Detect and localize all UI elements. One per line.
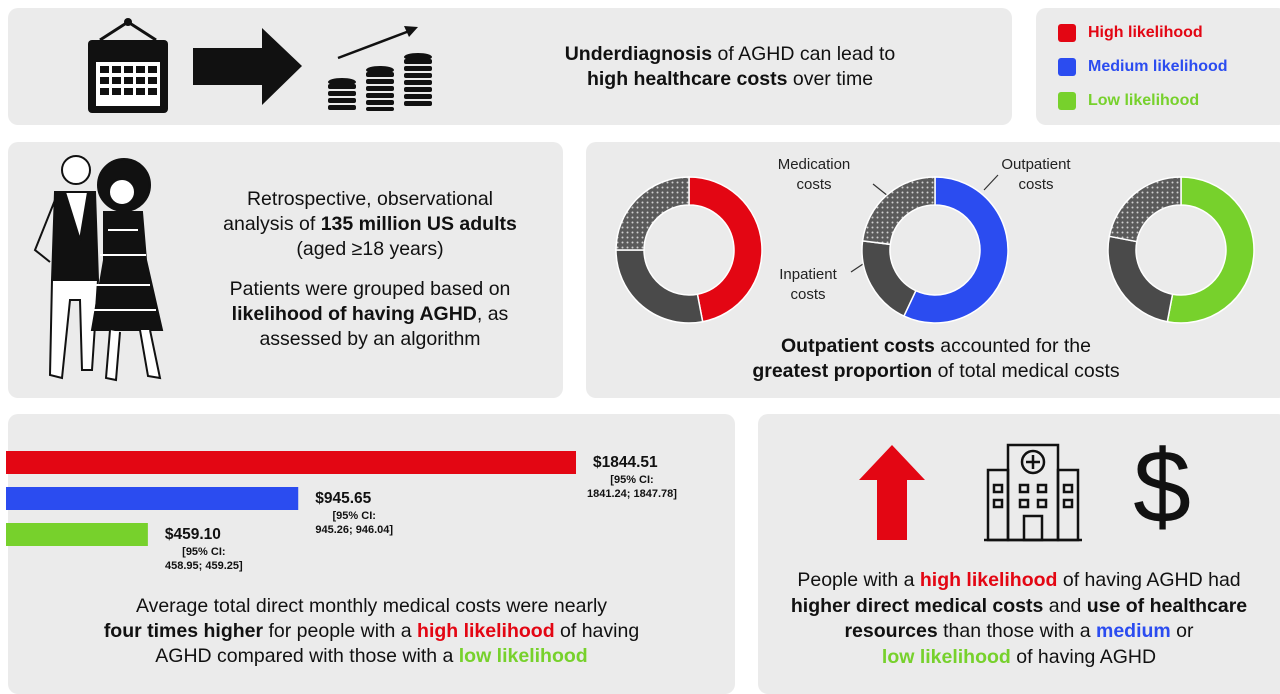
text-line: greatest proportion of total medical cos…: [586, 359, 1280, 384]
legend-label: Medium likelihood: [1088, 57, 1228, 77]
text-segment: over time: [787, 68, 873, 90]
donut-category-label: Inpatient costs: [762, 265, 854, 305]
text-segment: AGHD compared with those with a: [155, 645, 458, 667]
text-line: higher direct medical costs and use of h…: [758, 594, 1280, 620]
donut-segment: [616, 177, 689, 250]
donut-category-label: Medication costs: [768, 155, 860, 195]
bar-ci-heading: [95% CI:: [299, 509, 409, 523]
legend-label: High likelihood: [1088, 23, 1203, 43]
text-segment: People with a: [797, 569, 920, 591]
text-line: Underdiagnosis of AGHD can lead to: [480, 42, 980, 67]
text-segment: Outpatient costs: [781, 335, 935, 357]
text-line: People with a high likelihood of having …: [758, 568, 1280, 594]
bar-ci-range: 1841.24; 1847.78]: [577, 487, 687, 501]
text-line: likelihood of having AGHD, as: [180, 302, 560, 327]
legend-label: Low likelihood: [1088, 91, 1199, 111]
text-line: low likelihood of having AGHD: [758, 645, 1280, 671]
bar-value-label: $459.10: [165, 526, 221, 544]
page: AGHD infographic { "headline": [ [{"text…: [0, 0, 1280, 686]
text-segment: higher direct medical costs: [791, 595, 1044, 617]
legend-swatch: [1058, 24, 1076, 42]
text-line: four times higher for people with a high…: [8, 619, 735, 644]
conclusion-text: People with a high likelihood of having …: [758, 568, 1280, 670]
text-segment: low likelihood: [882, 646, 1011, 668]
donut-segment: [616, 250, 703, 323]
text-segment: , as: [477, 303, 508, 325]
text-segment: likelihood of having AGHD: [232, 303, 477, 325]
bar-value-label: $945.65: [315, 490, 371, 508]
text-line: Retrospective, observational: [180, 187, 560, 212]
text-segment: medium: [1096, 620, 1171, 642]
donut-segment: [1108, 236, 1173, 321]
bar-caption: Average total direct monthly medical cos…: [8, 594, 735, 669]
up-arrow-icon: [859, 445, 925, 540]
text-segment: (aged ≥18 years): [296, 238, 443, 260]
arrow-icon: [193, 28, 302, 105]
text-segment: of total medical costs: [932, 360, 1120, 382]
text-segment: Patients were grouped based on: [230, 278, 511, 300]
text-segment: accounted for the: [935, 335, 1091, 357]
donut-segment: [862, 241, 916, 316]
donut-segment: [689, 177, 762, 322]
text-segment: or: [1171, 620, 1194, 642]
calendar-icon: [88, 18, 168, 113]
text-segment: high likelihood: [920, 569, 1058, 591]
text-line: (aged ≥18 years): [180, 237, 560, 262]
text-segment: of having: [555, 620, 640, 642]
text-line: assessed by an algorithm: [180, 327, 560, 352]
text-segment: of having AGHD had: [1057, 569, 1240, 591]
text-line: high healthcare costs over time: [480, 67, 980, 92]
text-segment: use of healthcare: [1087, 595, 1247, 617]
text-segment: resources: [844, 620, 937, 642]
text-segment: Underdiagnosis: [565, 43, 712, 65]
text-segment: analysis of: [223, 213, 321, 235]
text-segment: of AGHD can lead to: [712, 43, 895, 65]
text-line: AGHD compared with those with a low like…: [8, 644, 735, 669]
donut-segment: [863, 177, 935, 244]
text-segment: for people with a: [263, 620, 417, 642]
bar-ci-range: 945.26; 946.04]: [299, 523, 409, 537]
bar-ci-heading: [95% CI:: [577, 473, 687, 487]
text-line: analysis of 135 million US adults: [180, 212, 560, 237]
bar-ci-heading: [95% CI:: [149, 545, 259, 559]
bar: [6, 523, 148, 546]
legend-swatch: [1058, 58, 1076, 76]
bar: [6, 487, 298, 510]
text-segment: than those with a: [938, 620, 1096, 642]
text-segment: low likelihood: [459, 645, 588, 667]
text-segment: assessed by an algorithm: [259, 328, 480, 350]
text-segment: high healthcare costs: [587, 68, 787, 90]
text-segment: Average total direct monthly medical cos…: [136, 595, 607, 617]
dollar-icon: $: [1133, 429, 1191, 545]
text-line: resources than those with a medium or: [758, 619, 1280, 645]
text-line: Average total direct monthly medical cos…: [8, 594, 735, 619]
coins-icon: [328, 26, 432, 111]
bar-value-label: $1844.51: [593, 454, 658, 472]
donut-category-label: Outpatient costs: [990, 155, 1082, 195]
text-segment: four times higher: [104, 620, 263, 642]
text-line: Outpatient costs accounted for the: [586, 334, 1280, 359]
people-illustration: [35, 156, 162, 380]
text-segment: 135 million US adults: [321, 213, 517, 235]
text-segment: high likelihood: [417, 620, 555, 642]
text-segment: and: [1043, 595, 1086, 617]
bar: [6, 451, 576, 474]
legend-swatch: [1058, 92, 1076, 110]
hospital-icon: [984, 445, 1082, 540]
donut-segment: [1109, 177, 1181, 242]
infographic: $ Underdiagnosis of AGHD can lead tohigh…: [0, 0, 1280, 686]
text-segment: Retrospective, observational: [247, 188, 493, 210]
text-segment: of having AGHD: [1011, 646, 1156, 668]
text-segment: greatest proportion: [752, 360, 932, 382]
bar-ci-range: 458.95; 459.25]: [149, 559, 259, 573]
text-line: Patients were grouped based on: [180, 277, 560, 302]
